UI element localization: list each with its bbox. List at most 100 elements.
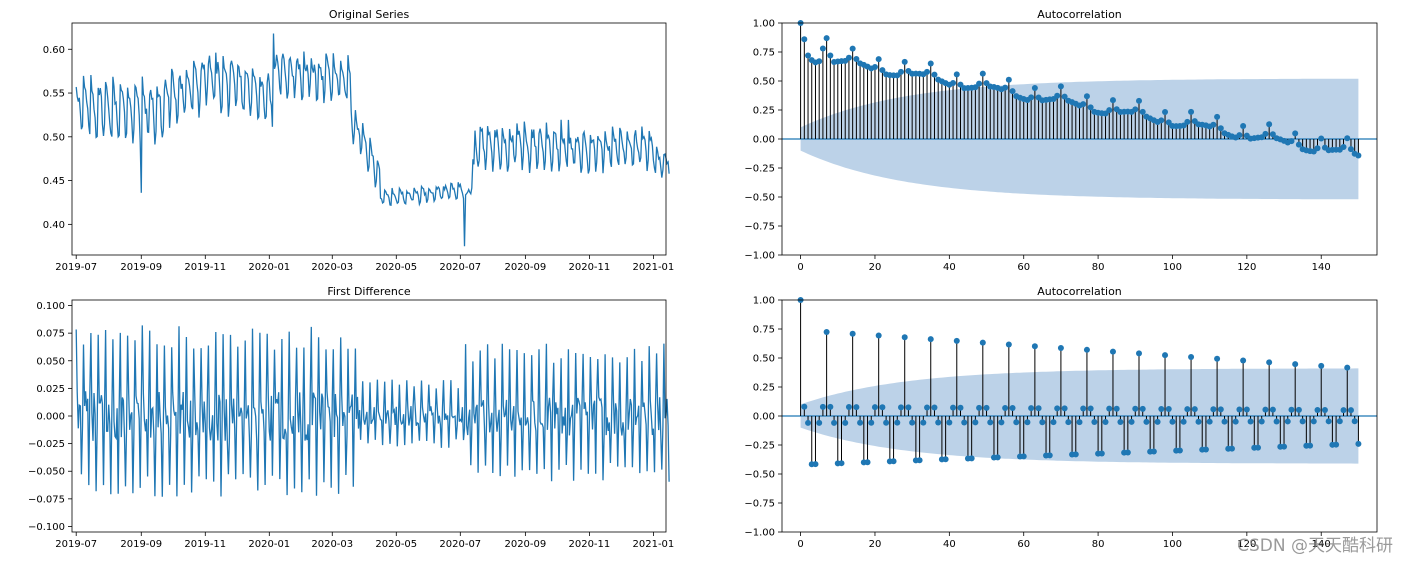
acf-marker [987,419,994,426]
x-tick-label-diff: 2020-01 [248,539,290,550]
acf-marker [1087,405,1094,412]
acf-marker [946,419,953,426]
acf-marker [845,404,852,411]
acf-marker [994,454,1001,461]
acf-marker [1109,97,1116,104]
acf-marker [1136,97,1142,104]
acf-marker [1136,350,1142,357]
series-line-diff [75,325,670,497]
acf-marker [1009,88,1016,95]
acf-marker [819,403,826,410]
acf-marker [931,404,938,411]
acf-marker [1150,448,1157,455]
y-tick-label-diff: −0.075 [28,494,65,505]
acf-marker [901,334,908,341]
axes-frame-orig [71,22,667,256]
acf-marker [924,404,931,411]
watermark-text: CSDN @天天酷科研 [1237,536,1393,556]
acf-marker [1072,451,1079,458]
y-tick-label-acf2: −1.00 [744,528,775,539]
acf-marker [942,456,949,463]
acf-marker [1109,348,1116,355]
x-tick-label-diff: 2019-09 [120,539,162,550]
axes-acf2: Autocorrelation −1.00 −0.75 −0.50 −0.25 0.00 0… [744,285,1378,550]
chart-title-orig: Original Series [329,8,410,21]
x-tick-label-orig: 2019-09 [120,262,162,273]
chart-title-acf1: Autocorrelation [1037,8,1122,21]
axes-orig: Original Series 0.40 0.45 0.50 0.55 0.60 2019-… [43,8,675,273]
acf-marker [842,419,849,426]
acf-marker [1132,106,1139,113]
y-tick-label-acf1: 0.50 [753,77,775,88]
acf-marker [1184,406,1191,413]
acf-marker [1255,444,1261,451]
x-tick-label-orig: 2020-05 [375,262,417,273]
acf-marker [1247,418,1254,425]
acf-marker [805,52,812,59]
acf-marker [1031,343,1038,350]
acf-marker [976,80,983,87]
x-tick-label-acf1: 0 [797,262,803,273]
acf-marker [1325,418,1332,425]
x-tick-label-diff: 2019-07 [55,539,97,550]
y-tick-label-diff: 0.100 [36,301,65,312]
acf-marker [1202,446,1209,453]
acf-marker [979,70,986,77]
x-tick-label-orig: 2019-07 [55,262,97,273]
acf-marker [1061,93,1068,100]
acf-marker [1228,445,1235,452]
acf-marker [1165,119,1172,126]
x-tick-label-acf2: 60 [1017,539,1030,550]
acf-marker [875,56,882,63]
acf-marker [1080,101,1087,108]
acf-marker [1318,362,1325,369]
acf-marker [909,419,916,426]
acf-marker [1262,130,1269,137]
acf-marker [1340,144,1347,151]
acf-marker [894,419,901,426]
acf-marker [1284,418,1291,425]
acf-marker [1169,418,1176,425]
y-tick-label-acf2: 0.75 [753,325,775,336]
acf-marker [827,403,834,410]
acf-marker [1061,405,1068,412]
acf-marker [871,64,878,71]
acf-marker [1206,418,1213,425]
acf-marker [1139,405,1146,412]
y-tick-label-orig: 0.40 [43,220,65,231]
acf-marker [1292,130,1299,137]
x-tick-label-acf2: 80 [1092,539,1105,550]
acf-marker [805,419,812,426]
y-tick-label-acf2: −0.75 [744,499,775,510]
x-tick-label-acf1: 120 [1237,262,1256,273]
acf-marker [1158,405,1165,412]
acf-marker [1158,117,1165,124]
y-tick-label-diff: −0.025 [28,439,65,450]
acf-marker [816,58,823,65]
x-tick-label-acf2: 120 [1237,539,1256,550]
acf-marker [1102,419,1109,426]
acf-marker [1057,345,1064,352]
y-tick-label-acf1: 0.25 [753,106,775,117]
acf-marker [1258,418,1265,425]
x-tick-label-acf2: 100 [1163,539,1182,550]
acf-marker [920,419,927,426]
acf-marker [1344,364,1351,371]
acf-marker [1065,419,1072,426]
acf-marker [1333,441,1340,448]
acf-marker [953,337,960,344]
acf-marker [1217,125,1224,132]
acf-marker [1217,406,1224,413]
acf-marker [801,36,808,43]
acf-marker [1024,419,1031,426]
acf-marker [1113,405,1120,412]
acf-marker [1091,419,1098,426]
acf-marker [849,330,856,337]
y-tick-label-acf1: 0.00 [753,135,775,146]
acf-marker [819,45,826,52]
acf-marker [1299,418,1306,425]
acf-marker [1035,405,1042,412]
y-tick-label-acf1: 1.00 [753,19,775,30]
x-tick-label-acf2: 40 [943,539,956,550]
y-tick-label-diff: 0.000 [36,412,65,423]
